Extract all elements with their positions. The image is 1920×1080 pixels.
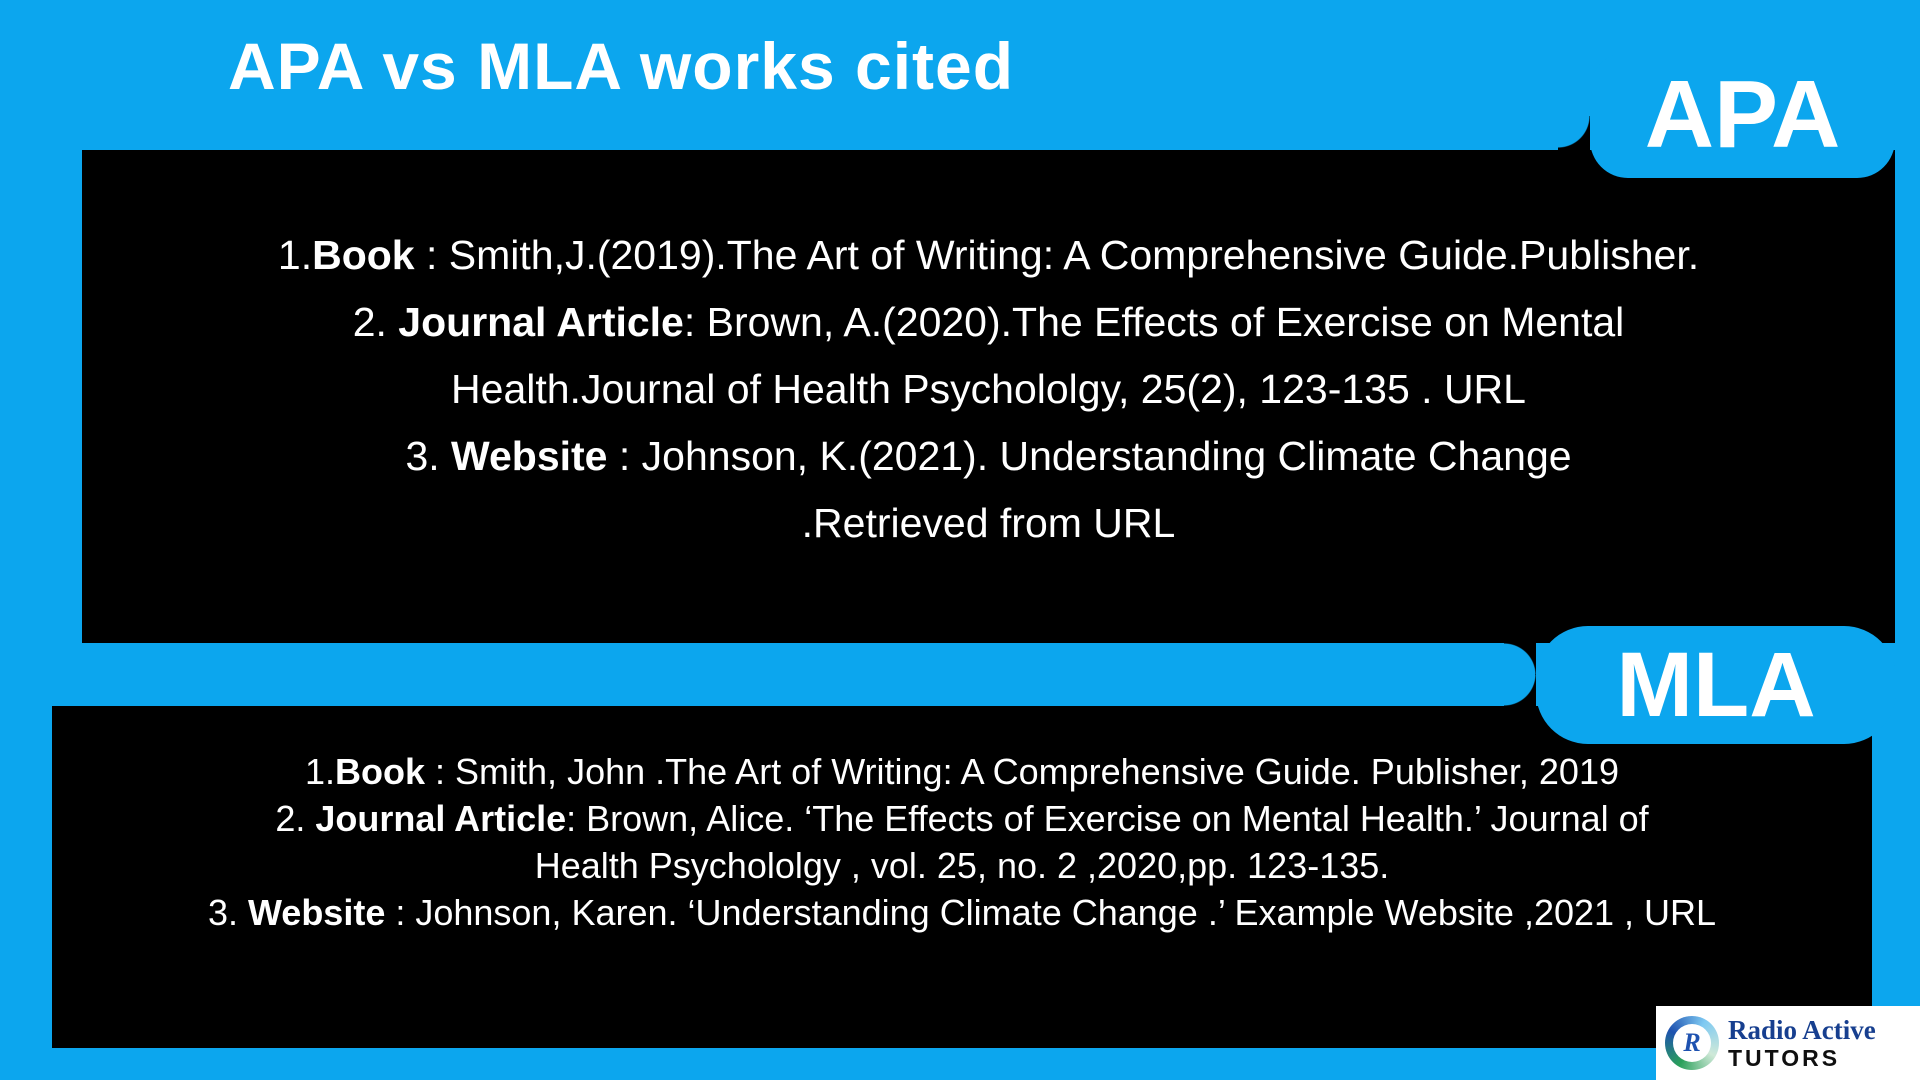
mla-heading-label: MLA: [1616, 633, 1816, 736]
citation-line: 3. Website : Johnson, K.(2021). Understa…: [405, 433, 1572, 479]
brand-logo-icon: R: [1665, 1016, 1719, 1070]
citation-line: .Retrieved from URL: [801, 500, 1176, 546]
mla-tab-bottom-corner-flare: [1504, 674, 1536, 706]
mla-heading-tab: MLA: [1536, 626, 1896, 744]
brand-logo: R Radio Active TUTORS: [1656, 1006, 1920, 1080]
citation-line: 2. Journal Article: Brown, Alice. ‘The E…: [275, 798, 1649, 839]
mla-tab-top-corner-flare: [1504, 643, 1536, 675]
apa-heading-label: APA: [1644, 61, 1841, 168]
brand-name: Radio Active: [1728, 1015, 1876, 1045]
citation-line: 3. Website : Johnson, Karen. ‘Understand…: [207, 892, 1717, 933]
brand-monogram: R: [1673, 1024, 1711, 1062]
apa-tab-corner-flare: [1558, 116, 1590, 150]
brand-subname: TUTORS: [1728, 1045, 1841, 1071]
page-title: APA vs MLA works cited: [228, 29, 1015, 103]
mla-citation-list: 1.Book : Smith, John .The Art of Writing…: [52, 748, 1872, 936]
citation-line: 1.Book : Smith,J.(2019).The Art of Writi…: [277, 232, 1700, 278]
apa-citations-panel: 1.Book : Smith,J.(2019).The Art of Writi…: [82, 150, 1895, 643]
apa-heading-tab: APA: [1590, 52, 1895, 178]
citation-line: Health.Journal of Health Psychololgy, 25…: [451, 366, 1526, 412]
citation-line: Health Psychololgy , vol. 25, no. 2 ,202…: [534, 845, 1390, 886]
brand-text: Radio Active TUTORS: [1728, 1015, 1876, 1071]
citation-line: 1.Book : Smith, John .The Art of Writing…: [305, 751, 1619, 792]
citation-line: 2. Journal Article: Brown, A.(2020).The …: [352, 299, 1625, 345]
mla-citations-panel: 1.Book : Smith, John .The Art of Writing…: [52, 706, 1872, 1048]
apa-citation-list: 1.Book : Smith,J.(2019).The Art of Writi…: [82, 222, 1895, 557]
